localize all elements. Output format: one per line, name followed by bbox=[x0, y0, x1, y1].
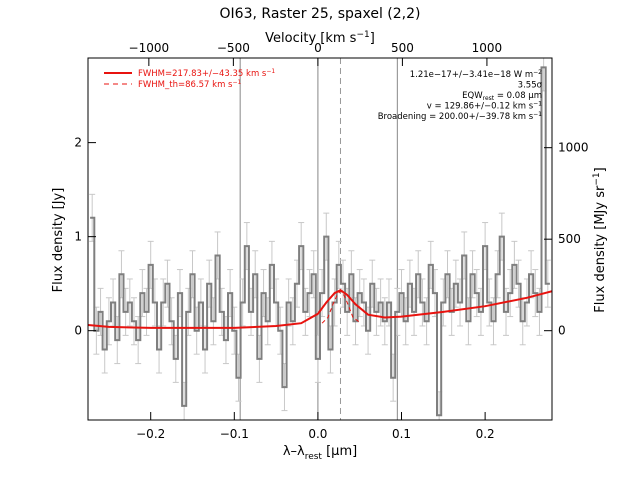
x-tick-label: 0.2 bbox=[476, 427, 495, 441]
legend: FWHM=217.83+/−43.35 km s−1FWHM_th=86.57 … bbox=[104, 68, 275, 90]
annotation-line: v = 129.86+/−0.12 km s−1 bbox=[427, 101, 542, 112]
top-x-tick-label: 0 bbox=[314, 41, 322, 55]
y-tick-label: 0 bbox=[74, 324, 82, 338]
axes: −0.2 −0.1 0.0 0.1 0.2 0 1 2 0 500 1000 −1000 −500 0 50… bbox=[74, 41, 588, 441]
legend-label: FWHM_th=86.57 km s−1 bbox=[138, 79, 242, 90]
x-axis-label: λ–λrest [μm] bbox=[283, 444, 357, 462]
annotation-line: Broadening = 200.00+/−39.78 km s−1 bbox=[378, 111, 542, 122]
annotation-line: 1.21e−17+/−3.41e−18 W m−2 bbox=[410, 69, 542, 80]
reference-lines bbox=[239, 58, 398, 420]
fit-layer bbox=[88, 289, 552, 329]
top-x-tick-label: −1000 bbox=[129, 41, 170, 55]
top-x-tick-label: 500 bbox=[391, 41, 414, 55]
annotation-line: 3.55σ bbox=[518, 81, 543, 91]
chart-title: OI63, Raster 25, spaxel (2,2) bbox=[220, 6, 421, 22]
x-tick-label: −0.2 bbox=[136, 427, 165, 441]
right-y-tick-label: 1000 bbox=[558, 141, 589, 155]
y-tick-label: 1 bbox=[74, 230, 82, 244]
data-steps bbox=[90, 66, 550, 417]
x-tick-label: 0.0 bbox=[308, 427, 327, 441]
right-y-tick-label: 500 bbox=[558, 232, 581, 246]
right-y-tick-label: 0 bbox=[558, 324, 566, 338]
fit-line bbox=[88, 289, 552, 329]
y-axis-label-left: Flux density [Jy] bbox=[51, 188, 66, 293]
fit_th-line bbox=[321, 290, 360, 324]
annotation-line: EQWrest = 0.08 μm bbox=[462, 91, 542, 102]
top-axis-label: Velocity [km s−1] bbox=[265, 30, 375, 46]
y-tick-label: 2 bbox=[74, 136, 82, 150]
x-tick-label: −0.1 bbox=[220, 427, 249, 441]
legend-label: FWHM=217.83+/−43.35 km s−1 bbox=[138, 68, 275, 79]
y-axis-label-right: Flux density [MJy sr−1] bbox=[592, 167, 608, 312]
top-x-tick-label: −500 bbox=[217, 41, 250, 55]
top-x-tick-label: 1000 bbox=[472, 41, 503, 55]
x-tick-label: 0.1 bbox=[392, 427, 411, 441]
